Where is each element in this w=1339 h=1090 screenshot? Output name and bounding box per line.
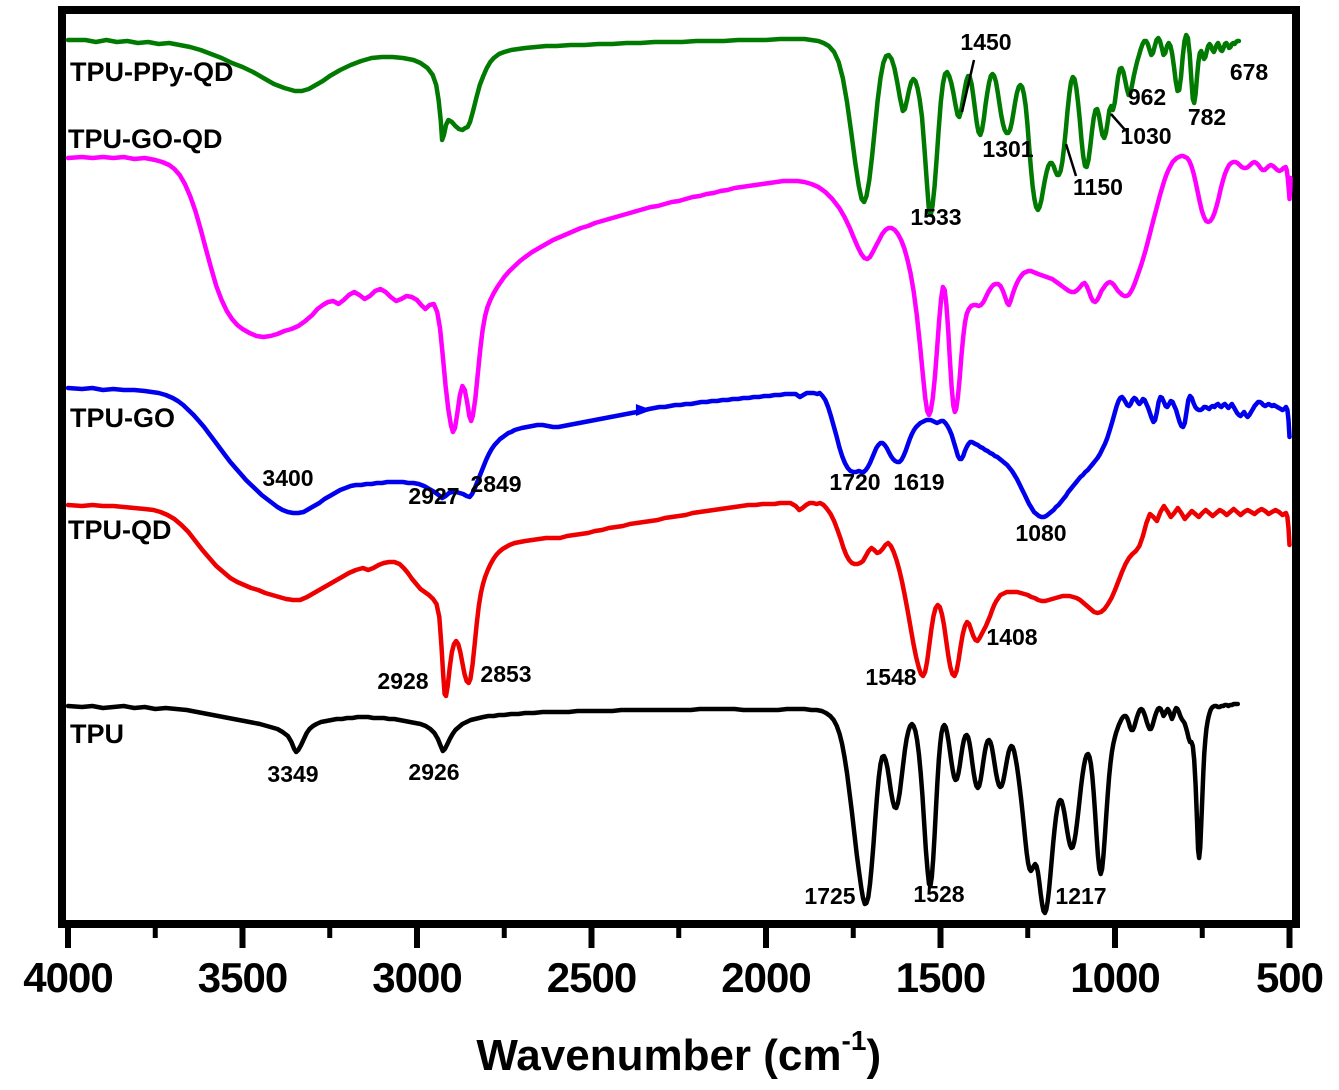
peak-label-3349: 3349: [267, 761, 318, 787]
peak-label-1450: 1450: [960, 29, 1011, 55]
series-label-tpu-ppy-qd: TPU-PPy-QD: [70, 57, 234, 87]
peak-label-1080: 1080: [1015, 520, 1066, 546]
peak-label-1217: 1217: [1055, 883, 1106, 909]
series-label-tpu-go-qd: TPU-GO-QD: [68, 124, 223, 154]
x-axis-tick-label: 500: [1256, 954, 1323, 1001]
peak-label-1030: 1030: [1120, 123, 1171, 149]
series-label-tpu-qd: TPU-QD: [68, 515, 172, 545]
x-axis-tick-label: 4000: [23, 954, 112, 1001]
peak-label-1533: 1533: [910, 204, 961, 230]
spectrum-line-tpu: [65, 701, 1241, 916]
peak-label-1725: 1725: [804, 883, 855, 909]
peak-label-2926: 2926: [408, 759, 459, 785]
peak-label-2927: 2927: [408, 483, 459, 509]
x-axis-tick-label: 3000: [372, 954, 461, 1001]
x-axis-tick-label: 2500: [547, 954, 636, 1001]
peak-label-2928: 2928: [377, 668, 428, 694]
peak-label-1548: 1548: [865, 664, 916, 690]
peak-label-2853: 2853: [480, 661, 531, 687]
annotation-connector-1030: [1110, 113, 1127, 132]
spectrum-line-tpu-go: [65, 385, 1292, 520]
peak-label-1408: 1408: [986, 624, 1037, 650]
peak-label-962: 962: [1128, 84, 1166, 110]
peak-label-2849: 2849: [470, 471, 521, 497]
peak-label-782: 782: [1188, 104, 1226, 130]
series-label-tpu: TPU: [70, 719, 124, 749]
curve-arrow-marker: [635, 404, 652, 416]
spectrum-line-tpu-qd: [65, 500, 1292, 699]
peak-label-1150: 1150: [1073, 174, 1123, 200]
peak-label-678: 678: [1230, 59, 1269, 85]
spectrum-line-tpu-go-qd: [65, 153, 1293, 435]
x-axis-tick-label: 1000: [1070, 954, 1159, 1001]
x-axis-title: Wavenumber (cm-1): [476, 1025, 881, 1080]
peak-label-1528: 1528: [913, 881, 964, 907]
series-label-tpu-go: TPU-GO: [70, 403, 175, 433]
x-axis-tick-label: 1500: [896, 954, 985, 1001]
peak-label-1619: 1619: [893, 469, 944, 495]
annotation-connector-1450: [960, 59, 976, 113]
spectrum-line-tpu-ppy-qd: [65, 32, 1242, 218]
peak-label-3400: 3400: [262, 465, 313, 491]
peak-label-1720: 1720: [829, 469, 880, 495]
x-axis-tick-label: 3500: [198, 954, 287, 1001]
annotation-connector-1150: [1064, 143, 1078, 177]
x-axis-tick-label: 2000: [721, 954, 810, 1001]
peak-label-1301: 1301: [982, 136, 1033, 162]
